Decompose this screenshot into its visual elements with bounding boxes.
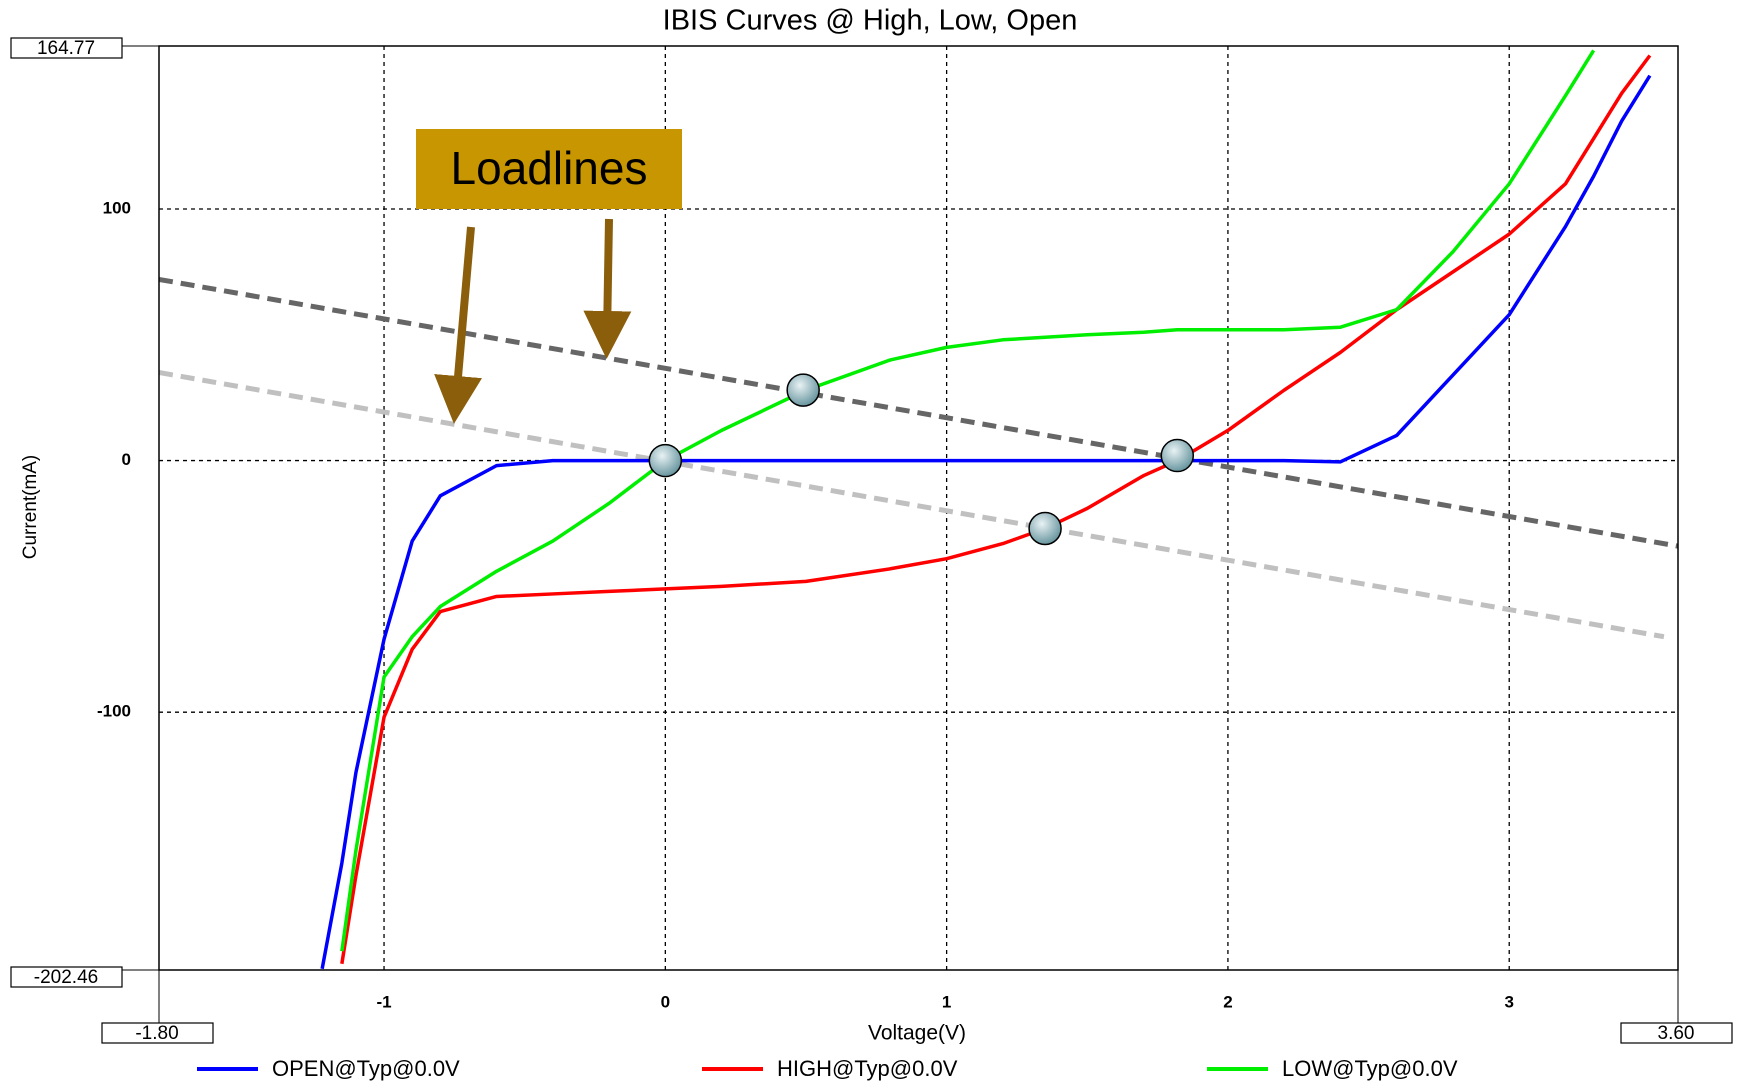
annotation-arrow: [583, 218, 632, 359]
operating-point: [786, 373, 820, 407]
annotation-arrow: [434, 226, 482, 424]
x-tick-label: 1: [942, 992, 951, 1011]
series-line: [340, 49, 1596, 952]
y-max-label: 164.77: [37, 38, 95, 59]
legend-label: HIGH@Typ@0.0V: [777, 1056, 958, 1081]
annotation: Loadlines: [451, 142, 648, 194]
x-axis-label: Voltage(V): [868, 1022, 966, 1045]
legend-label: LOW@Typ@0.0V: [1282, 1056, 1458, 1081]
y-tick-label: 0: [122, 450, 131, 469]
operating-point: [648, 443, 683, 478]
annotation-box: [416, 129, 682, 209]
x-min-label-box: [101, 1022, 214, 1044]
x-min-label: -1.80: [135, 1023, 178, 1044]
operating-point: [1028, 511, 1062, 546]
x-tick-label: -1: [376, 992, 391, 1011]
series-line: [340, 54, 1652, 965]
x-max-label: 3.60: [1658, 1023, 1695, 1044]
y-tick-label: -100: [97, 702, 131, 721]
y-min-label: -202.46: [34, 967, 98, 988]
loadline: [159, 276, 1678, 549]
x-tick-label: 3: [1504, 992, 1513, 1011]
legend: OPEN@Typ@0.0V HIGH@Typ@0.0V LOW@Typ@0.0V: [197, 1056, 1458, 1081]
y-tick-label: 100: [103, 198, 131, 217]
plot-area: [159, 49, 1678, 970]
y-min-label-box: [10, 966, 123, 988]
x-tick-label: 0: [661, 992, 670, 1011]
chart-title: IBIS Curves @ High, Low, Open: [663, 5, 1078, 37]
x-tick-label: 2: [1223, 992, 1232, 1011]
y-axis-label: Current(mA): [20, 455, 41, 560]
plot-frame: [158, 45, 1679, 971]
y-max-label-box: [10, 37, 123, 59]
operating-point: [1160, 438, 1195, 473]
legend-label: OPEN@Typ@0.0V: [272, 1056, 460, 1081]
loadline: [159, 370, 1665, 640]
x-max-label-box: [1620, 1022, 1733, 1044]
series-line: [320, 74, 1652, 970]
